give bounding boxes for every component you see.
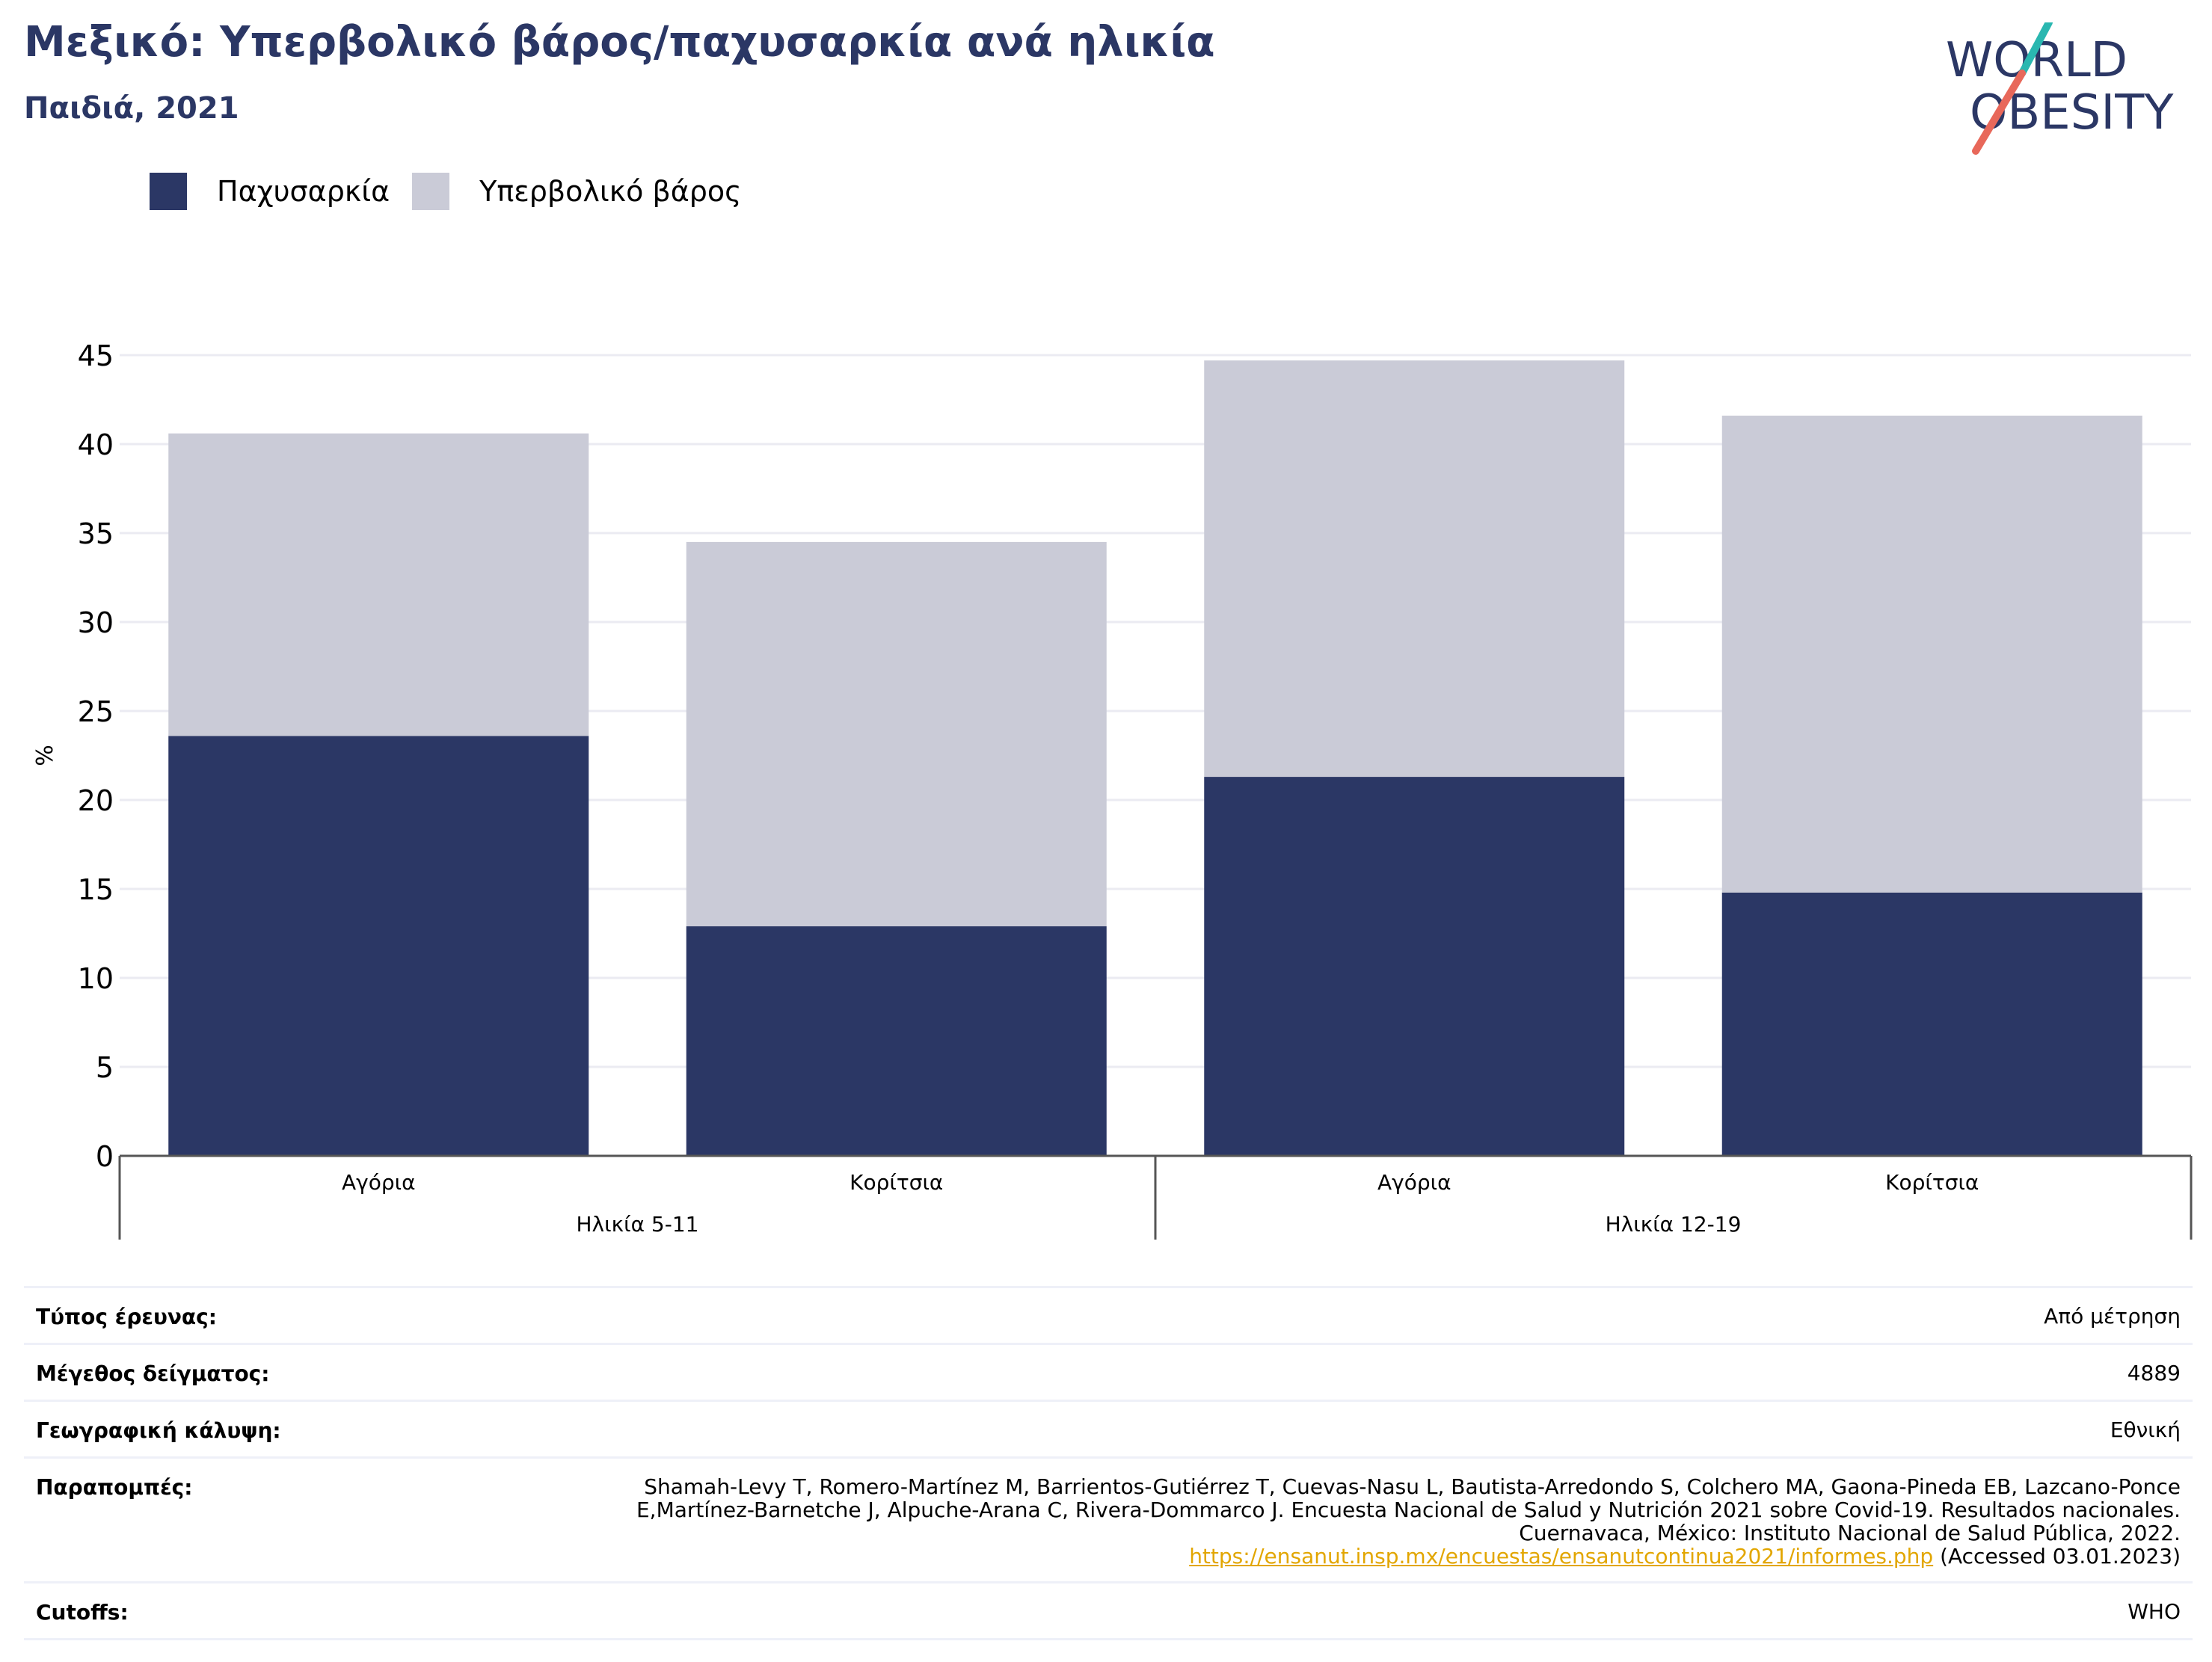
- reference-text: Shamah-Levy T, Romero-Martínez M, Barrie…: [636, 1474, 2181, 1545]
- reference-link[interactable]: https://ensanut.insp.mx/encuestas/ensanu…: [1189, 1544, 1934, 1569]
- y-tick-label: 40: [78, 428, 114, 461]
- x-tick-label: Κορίτσια: [1885, 1170, 1979, 1195]
- meta-label: Τύπος έρευνας:: [36, 1305, 217, 1329]
- legend-item-obesity: Παχυσαρκία: [150, 173, 390, 210]
- meta-row-sample-size: Μέγεθος δείγματος: 4889: [24, 1343, 2193, 1400]
- bar-obesity: [1204, 777, 1625, 1156]
- bar-obesity: [168, 736, 589, 1156]
- y-tick-label: 5: [96, 1051, 114, 1084]
- bar-obesity: [686, 926, 1107, 1156]
- bar-overweight: [168, 433, 589, 736]
- stacked-bar-chart: 0 5 10 15 20 25 30 35 40 45% Αγόρια Κορίτσια Αγόρια Κ…: [32, 339, 2193, 1240]
- y-tick-label: 35: [78, 517, 114, 550]
- reference-accessed: (Accessed 03.01.2023): [1933, 1544, 2181, 1569]
- group-label: Ηλικία 5-11: [577, 1212, 699, 1237]
- meta-label: Παραπομπές:: [36, 1475, 193, 1500]
- bar-overweight: [686, 541, 1107, 926]
- y-tick-label: 30: [78, 606, 114, 639]
- y-tick-label: 45: [78, 339, 114, 372]
- meta-value: 4889: [2127, 1361, 2181, 1385]
- x-tick-label: Κορίτσια: [850, 1170, 943, 1195]
- bar-overweight: [1204, 360, 1625, 778]
- y-tick-label: 25: [78, 695, 114, 728]
- legend-swatch-obesity: [150, 173, 187, 210]
- legend-item-overweight: Υπερβολικό βάρος: [412, 173, 741, 210]
- logo-slash-top: [2018, 22, 2053, 77]
- meta-value: Από μέτρηση: [2044, 1304, 2181, 1329]
- legend-label-obesity: Παχυσαρκία: [217, 175, 390, 208]
- bar-obesity: [1721, 892, 2142, 1156]
- x-tick-label: Αγόρια: [1377, 1170, 1451, 1195]
- survey-info-table: Τύπος έρευνας: Από μέτρηση Μέγεθος δείγμ…: [24, 1286, 2193, 1640]
- meta-row-coverage: Γεωγραφική κάλυψη: Εθνική: [24, 1400, 2193, 1456]
- meta-value: WHO: [2127, 1599, 2181, 1624]
- y-tick-label: 20: [78, 784, 114, 817]
- logo-slash-bottom: [1972, 70, 2026, 155]
- x-tick-label: Αγόρια: [342, 1170, 416, 1195]
- y-axis-label: %: [32, 745, 58, 766]
- chart-subtitle: Παιδιά, 2021: [24, 91, 239, 126]
- y-tick-label: 0: [96, 1140, 114, 1173]
- meta-row-survey-type: Τύπος έρευνας: Από μέτρηση: [24, 1286, 2193, 1343]
- logo-word-obesity: OBESITY: [1970, 85, 2174, 141]
- meta-value-references: Shamah-Levy T, Romero-Martínez M, Barrie…: [573, 1475, 2181, 1568]
- chart-title: Μεξικό: Υπερβολικό βάρος/παχυσαρκία ανά …: [24, 18, 1215, 67]
- group-label: Ηλικία 12-19: [1606, 1212, 1742, 1237]
- meta-label: Γεωγραφική κάλυψη:: [36, 1418, 281, 1443]
- legend-swatch-overweight: [412, 173, 450, 210]
- meta-label: Μέγεθος δείγματος:: [36, 1361, 270, 1386]
- chart-legend: Παχυσαρκία Υπερβολικό βάρος: [150, 170, 764, 212]
- meta-row-references: Παραπομπές: Shamah-Levy T, Romero-Martín…: [24, 1456, 2193, 1581]
- meta-value: Εθνική: [2110, 1418, 2181, 1442]
- y-tick-label: 15: [78, 873, 114, 906]
- meta-label: Cutoffs:: [36, 1600, 129, 1625]
- bar-overweight: [1721, 415, 2142, 893]
- meta-row-cutoffs: Cutoffs: WHO: [24, 1581, 2193, 1640]
- world-obesity-logo: WORLD OBESITY: [1946, 22, 2174, 155]
- y-tick-label: 10: [78, 962, 114, 995]
- legend-label-overweight: Υπερβολικό βάρος: [479, 175, 742, 208]
